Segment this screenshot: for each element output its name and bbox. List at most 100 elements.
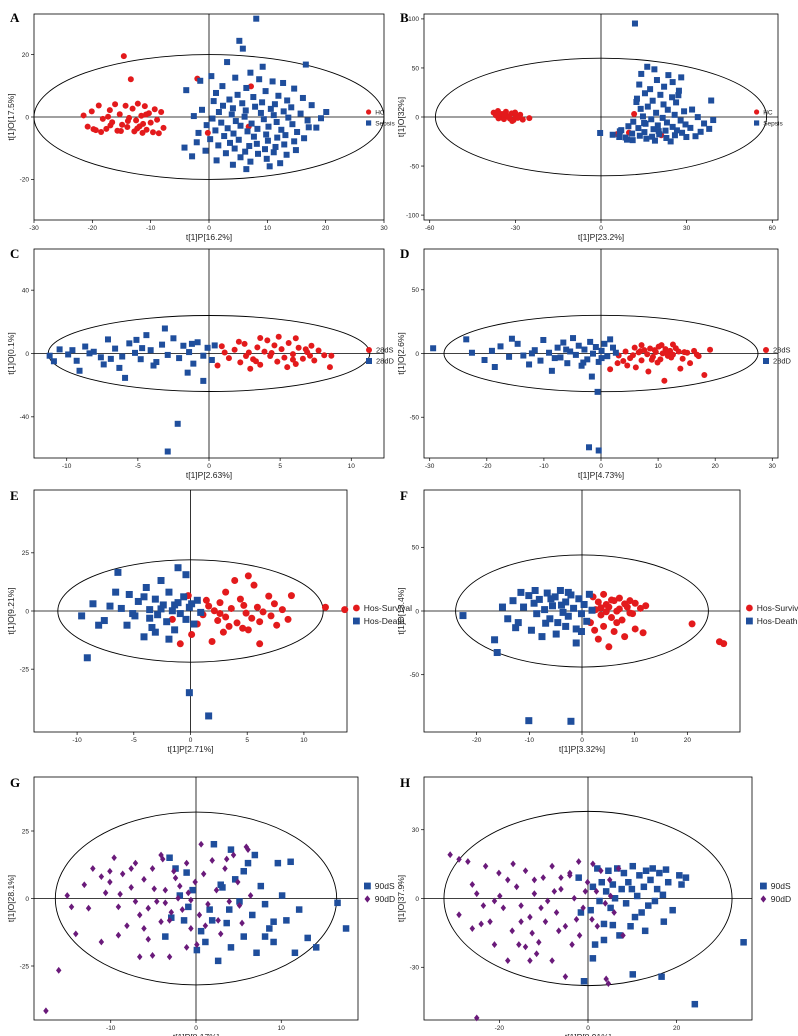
panel-f-data-point — [531, 586, 539, 594]
panel-b-data-point — [638, 70, 645, 77]
panel-e-data-point — [287, 592, 295, 600]
panel-g-data-point — [98, 873, 105, 881]
panel-d-data-point — [592, 344, 599, 351]
panel-a-data-point — [228, 111, 235, 118]
panel-g-data-point — [196, 911, 203, 919]
panel-h-data-point — [649, 865, 656, 872]
panel-e-x-tick-label: 10 — [300, 737, 308, 744]
panel-h-data-point — [594, 865, 601, 872]
panel-e-data-point — [168, 607, 176, 615]
panel-c-data-point — [274, 358, 281, 365]
panel-c-data-point — [119, 353, 126, 360]
panel-g-data-point — [247, 892, 254, 899]
panel-b-data-point — [669, 123, 676, 130]
panel-b-letter: B — [400, 10, 409, 25]
panel-f-x-tick-label: 0 — [580, 737, 584, 744]
panel-g-data-point — [287, 858, 294, 866]
panel-e-data-point — [202, 596, 210, 604]
panel-b-data-point — [673, 99, 680, 106]
panel-g-x-axis-title: t[1]P[8.17%] — [173, 1032, 219, 1036]
panel-h-data-point — [607, 892, 614, 900]
panel-a-data-point — [190, 113, 197, 120]
panel-b-data-point — [664, 106, 671, 113]
panel-b-data-point — [660, 101, 667, 108]
panel-c-data-point — [284, 364, 291, 371]
panel-c-data-point — [176, 355, 183, 362]
panel-d-data-point — [629, 352, 636, 359]
panel-h-data-point — [540, 874, 546, 882]
panel-f-data-point — [610, 628, 618, 636]
panel-f-y-tick-label: -50 — [410, 672, 420, 679]
panel-d-data-point — [644, 351, 651, 358]
panel-b-y-tick-label: -50 — [410, 163, 420, 170]
panel-e-data-point — [171, 626, 179, 634]
panel-f-data-point — [613, 607, 621, 615]
panel-f-data-point — [580, 601, 588, 609]
panel-h-y-tick-label: 0 — [415, 896, 419, 903]
panel-c-data-point — [69, 347, 76, 354]
panel-g-data-point — [141, 875, 147, 883]
panel-h-data-point — [611, 895, 619, 902]
panel-h-data-point — [516, 941, 522, 948]
panel-h-data-point — [505, 876, 511, 884]
panel-g-data-point — [200, 870, 207, 878]
panel-b-data-point — [701, 120, 708, 127]
panel-a-data-point — [230, 130, 237, 137]
panel-h-data-point — [531, 890, 538, 898]
panel-b-data-point — [681, 108, 688, 115]
panel-c-data-point — [112, 345, 119, 352]
panel-f-data-point — [491, 636, 499, 644]
panel-f-data-point — [588, 606, 596, 614]
panel-e-data-point — [112, 588, 120, 596]
panel-b-data-point — [495, 115, 502, 122]
panel-h-data-point — [629, 862, 637, 870]
panel-g-data-point — [132, 859, 139, 867]
panel-a-data-point — [253, 140, 260, 147]
panel-e-y-tick-label: -25 — [20, 666, 30, 673]
panel-a-data-point — [274, 134, 281, 141]
panel-a-data-point — [119, 121, 126, 128]
panel-f-data-point — [504, 615, 512, 623]
panel-a-data-point — [260, 116, 267, 123]
panel-g-data-point — [98, 938, 105, 946]
panel-h-data-point — [596, 897, 603, 905]
panel-a-data-point — [266, 163, 273, 170]
panel-g-data-point — [213, 886, 220, 894]
panel-a-data-point — [236, 37, 243, 44]
panel-e-legend-marker — [353, 617, 360, 625]
panel-d-data-point — [540, 336, 547, 343]
panel-h-data-point — [658, 973, 665, 980]
panel-d-data-point — [614, 360, 621, 367]
panel-g-data-point — [176, 892, 184, 899]
panel-h-data-point — [629, 971, 637, 978]
panel-a-data-point — [301, 135, 308, 142]
panel-h-data-point — [509, 927, 515, 935]
panel-h-data-point — [633, 892, 641, 900]
panel-a-data-point — [117, 128, 124, 135]
panel-d-data-point — [575, 342, 582, 349]
panel-c-data-point — [307, 352, 314, 359]
panel-b-legend-label: HC — [763, 109, 773, 116]
panel-d-y-tick-label: 50 — [412, 287, 420, 294]
panel-f-data-point — [613, 619, 621, 627]
panel-a-data-point — [257, 109, 264, 116]
panel-a-data-point — [154, 116, 161, 123]
panel-g-data-point — [185, 903, 192, 911]
panel-g-data-point — [231, 876, 239, 883]
panel-g-data-point — [202, 938, 209, 946]
panel-h-x-tick-label: -20 — [495, 1025, 505, 1032]
panel-a-data-point — [323, 109, 330, 116]
panel-e-letter: E — [10, 488, 19, 503]
panel-g-data-point — [158, 918, 164, 926]
panel-g-data-point — [117, 890, 123, 898]
panel-d-data-point — [693, 351, 700, 358]
panel-b-data-point — [675, 92, 682, 99]
panel-c-data-point — [289, 351, 296, 358]
panel-f-data-point — [542, 619, 550, 627]
panel-f-y-tick-label: 0 — [415, 608, 419, 615]
panel-c-x-axis-title: t[1]P[2.63%] — [186, 470, 232, 480]
panel-e-x-tick-label: -5 — [131, 737, 137, 744]
panel-h-y-tick-label: 30 — [412, 827, 420, 834]
panel-g-data-point — [270, 938, 277, 946]
panel-f-x-tick-label: 10 — [631, 737, 639, 744]
